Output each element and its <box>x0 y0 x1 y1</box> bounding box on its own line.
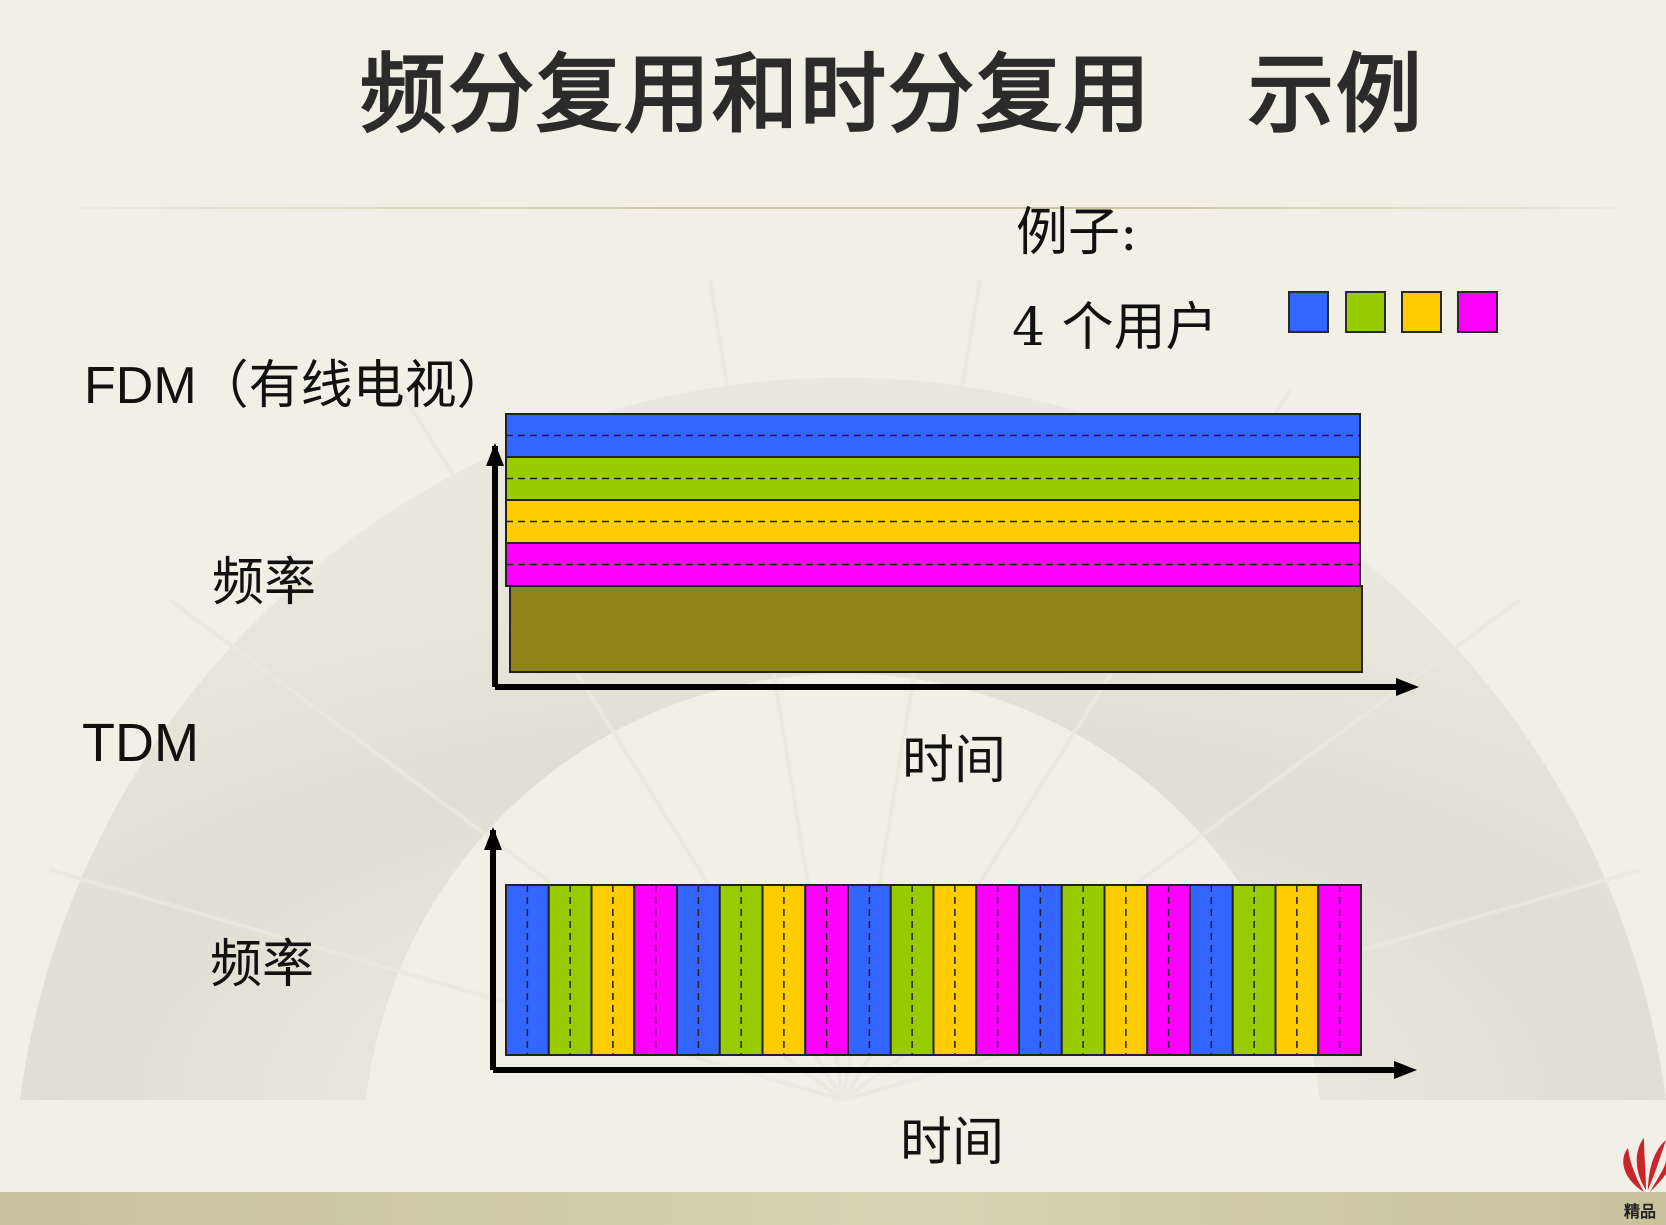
fdm-diagram <box>506 414 1362 672</box>
footer-bar <box>0 1192 1666 1225</box>
fdm-unused-band <box>510 586 1362 672</box>
tdm-diagram <box>506 885 1361 1055</box>
tdm-y-axis-arrow <box>484 827 502 850</box>
fdm-y-axis-arrow <box>486 443 504 466</box>
logo-text: 精品 <box>1624 1198 1656 1222</box>
tdm-x-axis-arrow <box>1394 1061 1417 1079</box>
fdm-x-axis-arrow <box>1396 678 1419 696</box>
